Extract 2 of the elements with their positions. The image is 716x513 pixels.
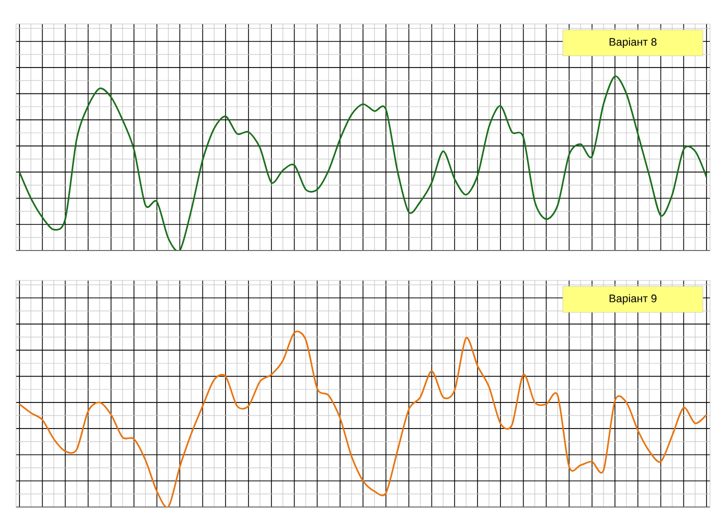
text: Варіант 9 bbox=[610, 294, 656, 304]
text: Варіант 8 bbox=[610, 38, 656, 48]
